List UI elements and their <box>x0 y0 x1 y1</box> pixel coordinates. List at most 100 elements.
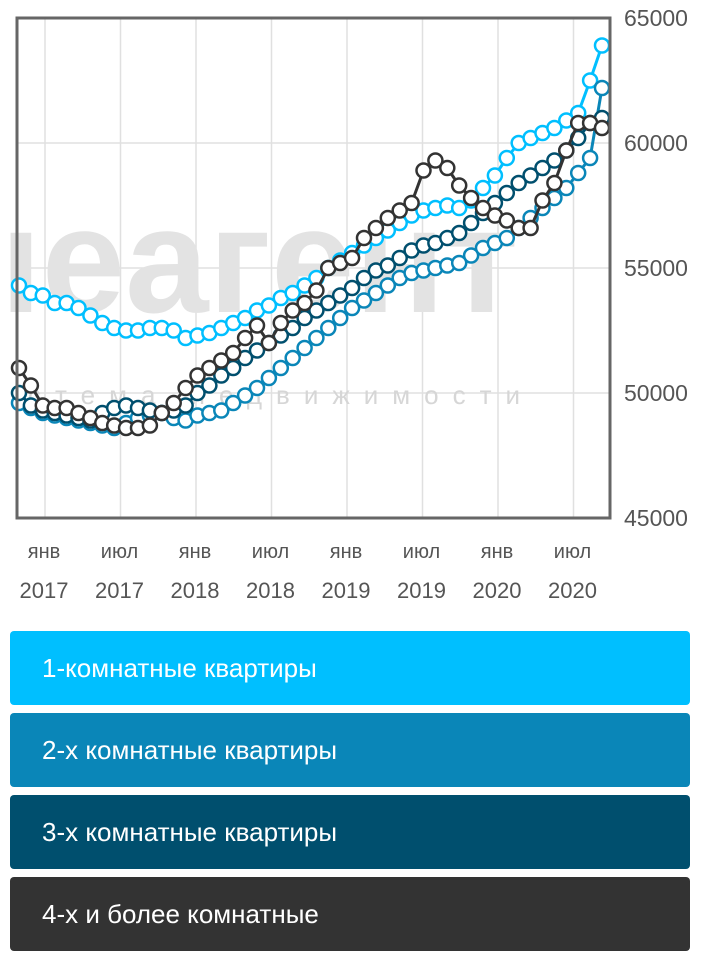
plot-frame <box>15 16 612 520</box>
y-axis-ticks: 65000 60000 55000 50000 45000 <box>624 5 688 531</box>
data-point <box>593 79 611 97</box>
data-point <box>534 192 551 209</box>
data-point <box>522 167 539 184</box>
data-point <box>165 394 182 412</box>
data-point <box>379 257 397 274</box>
x-tick-year: 2020 <box>548 578 597 603</box>
x-tick-year: 2018 <box>246 578 295 603</box>
data-point <box>439 159 456 177</box>
data-point <box>581 149 599 167</box>
y-tick-label: 65000 <box>624 5 688 31</box>
data-point <box>34 287 52 304</box>
data-point <box>355 269 373 287</box>
y-tick-label: 45000 <box>624 505 688 531</box>
legend-button-4-plus-room[interactable]: 4-х и более комнатные <box>10 877 690 951</box>
data-point <box>141 417 159 434</box>
data-point <box>569 164 587 182</box>
data-point <box>343 279 361 297</box>
legend-button-3-room[interactable]: 3-х комнатные квартиры <box>10 795 690 869</box>
data-point <box>260 334 278 352</box>
data-point <box>153 404 171 422</box>
data-point <box>427 152 444 169</box>
data-point <box>308 302 325 319</box>
x-tick-month: июл <box>101 541 138 563</box>
data-point <box>272 359 290 377</box>
x-tick-month: янв <box>481 541 514 563</box>
x-tick-year: 2017 <box>20 578 69 603</box>
x-tick-year: 2019 <box>322 578 371 603</box>
data-point <box>308 329 325 347</box>
x-tick-year: 2017 <box>95 578 144 603</box>
data-point <box>450 254 468 272</box>
data-point <box>272 314 290 332</box>
data-point <box>331 287 349 304</box>
data-point <box>450 199 468 217</box>
price-chart: ıeагент стема недвижимости 6500060000550… <box>0 5 688 603</box>
data-point <box>177 379 194 397</box>
data-point <box>343 299 361 317</box>
x-tick-month: июл <box>403 541 440 563</box>
data-point <box>320 294 337 312</box>
x-tick-year: 2018 <box>171 578 220 603</box>
y-tick-label: 60000 <box>624 130 688 156</box>
data-point <box>581 72 599 89</box>
data-point <box>593 37 611 54</box>
data-point <box>10 359 28 377</box>
data-point <box>534 159 551 177</box>
data-point <box>367 219 385 237</box>
data-point <box>403 194 420 212</box>
chart-series <box>10 37 611 437</box>
data-point <box>70 299 87 317</box>
data-point <box>343 249 361 267</box>
data-point <box>296 294 313 312</box>
y-tick-label: 50000 <box>624 380 688 406</box>
data-point <box>224 394 242 412</box>
data-point <box>498 149 516 167</box>
data-point <box>498 184 516 202</box>
series-1 <box>10 37 611 347</box>
data-point <box>308 282 325 299</box>
data-point <box>236 329 254 347</box>
data-point <box>379 209 397 227</box>
data-point <box>165 322 182 339</box>
data-point <box>510 174 527 192</box>
data-point <box>260 297 278 314</box>
data-point <box>284 302 301 319</box>
data-point <box>546 119 563 137</box>
series-4 <box>10 114 611 437</box>
data-point <box>248 342 266 359</box>
data-point <box>474 199 492 217</box>
data-point <box>391 249 408 267</box>
x-tick-month: июл <box>252 541 289 563</box>
data-point <box>236 309 254 327</box>
x-tick-year: 2020 <box>473 578 522 603</box>
data-point <box>320 319 337 337</box>
data-point <box>224 344 242 362</box>
data-point <box>355 292 373 309</box>
data-point <box>462 214 480 232</box>
x-axis-ticks: янв 2017 июл 2017 янв 2018 июл 2018 янв 2019 июл 20… <box>20 541 597 603</box>
legend-button-2-room[interactable]: 2-х комнатные квартиры <box>10 713 690 787</box>
data-point <box>355 229 373 247</box>
x-tick-month: янв <box>28 541 61 563</box>
data-point <box>558 142 575 159</box>
data-point <box>522 219 539 237</box>
data-point <box>379 277 397 294</box>
data-point <box>82 307 99 324</box>
x-tick-year: 2019 <box>397 578 446 603</box>
data-point <box>331 309 349 327</box>
data-point <box>284 284 301 302</box>
data-point <box>450 224 468 242</box>
data-point <box>450 177 468 194</box>
legend-button-1-room[interactable]: 1-комнатные квартиры <box>10 631 690 705</box>
x-tick-month: июл <box>554 541 591 563</box>
data-point <box>260 369 278 387</box>
data-point <box>248 317 266 334</box>
data-point <box>296 339 313 357</box>
y-tick-label: 55000 <box>624 255 688 281</box>
data-point <box>284 349 301 367</box>
x-tick-month: янв <box>330 541 363 563</box>
data-point <box>391 202 408 219</box>
x-tick-month: янв <box>179 541 212 563</box>
data-point <box>593 119 611 137</box>
